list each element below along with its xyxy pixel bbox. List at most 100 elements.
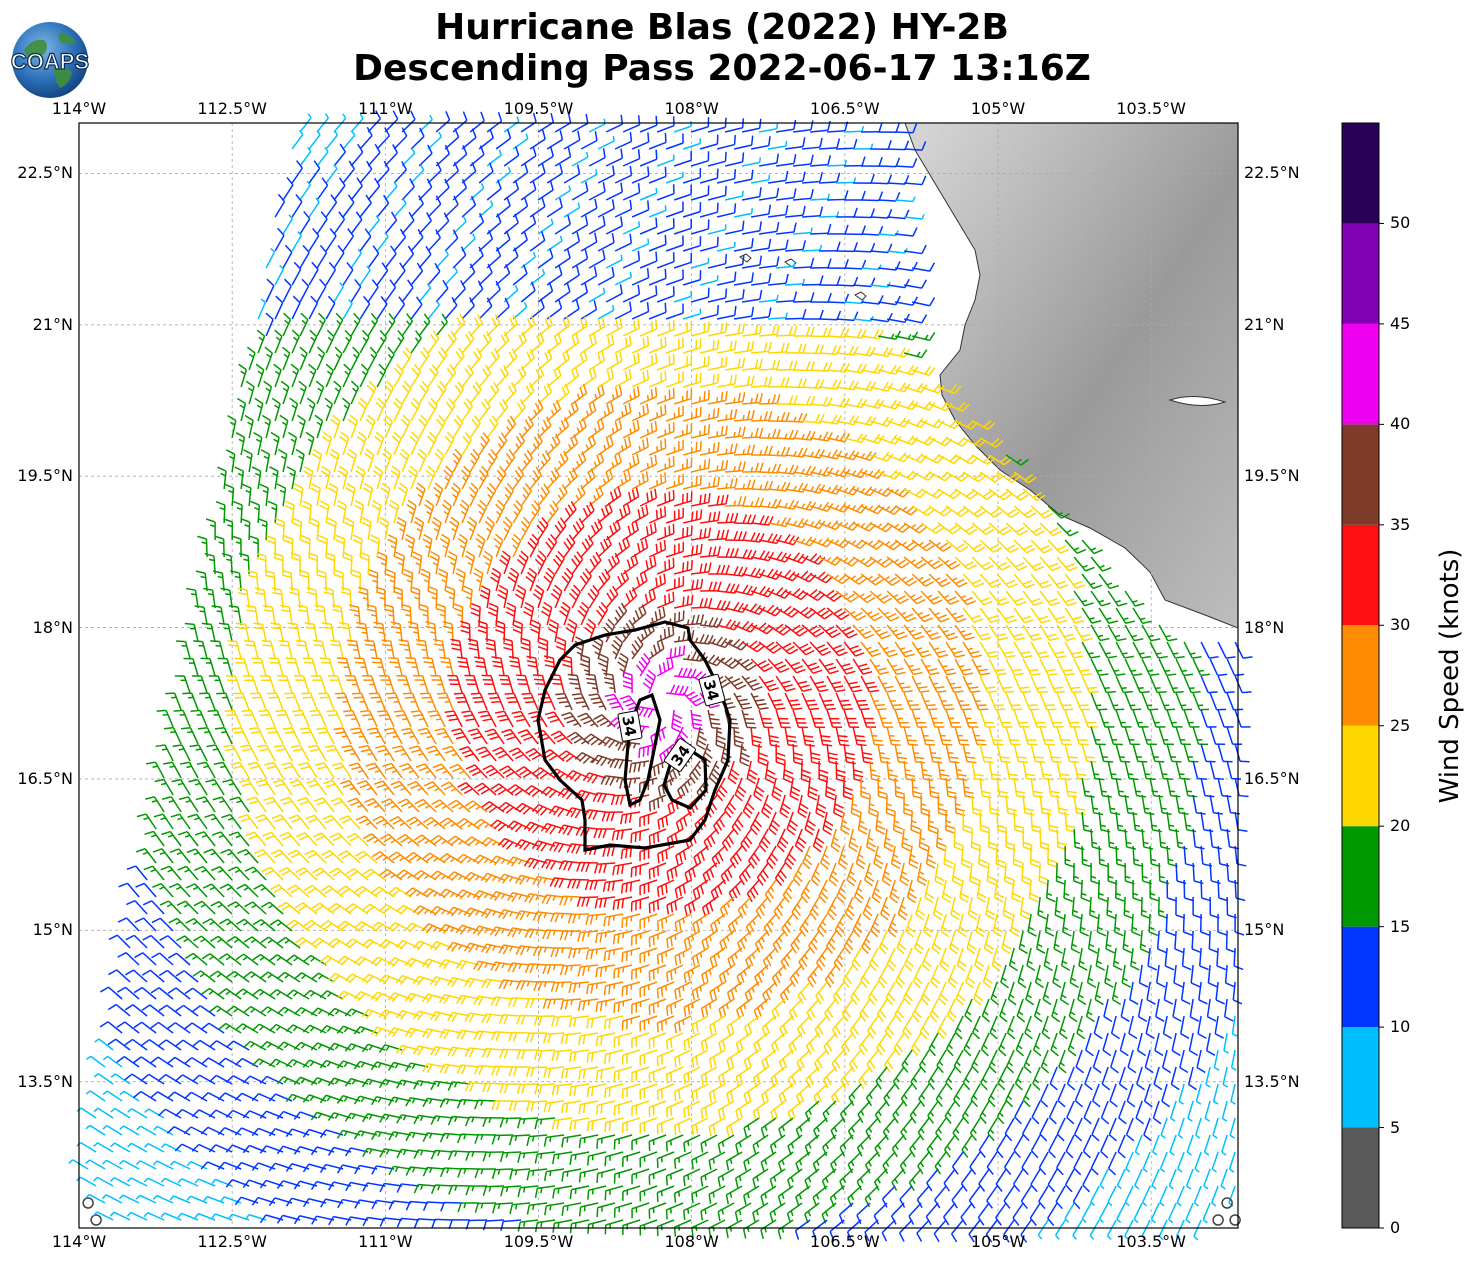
wind-barb [457, 1133, 480, 1144]
wind-barb [299, 244, 310, 269]
wind-barb [1058, 1049, 1067, 1074]
wind-barb [1073, 726, 1089, 746]
wind-barb [828, 862, 839, 887]
wind-barb [835, 692, 853, 711]
wind-barb [860, 539, 885, 550]
wind-barb [405, 1097, 429, 1107]
wind-barb [393, 127, 408, 150]
wind-barb [464, 977, 488, 988]
wind-barb [285, 657, 301, 677]
wind-barb [207, 709, 225, 728]
wind-barb [325, 194, 338, 218]
wind-barb [804, 811, 816, 836]
wind-barb [503, 348, 518, 371]
wind-barb [537, 146, 554, 167]
wind-barb [236, 883, 259, 898]
wind-barb [333, 113, 347, 133]
wind-barb [648, 998, 667, 1015]
wind-barb [107, 1003, 131, 1017]
wind-barb [779, 981, 794, 1004]
wind-barb [1039, 692, 1057, 711]
wind-barb [899, 1185, 913, 1208]
wind-barb [444, 330, 457, 354]
wind-barb [382, 762, 403, 779]
wind-barb [665, 405, 684, 422]
wind-barb [304, 622, 318, 643]
wind-barb [797, 794, 809, 819]
wind-barb [422, 1132, 446, 1142]
wind-barb [439, 1098, 463, 1108]
wind-barb [254, 397, 264, 422]
wind-barb [1090, 658, 1109, 676]
wind-barb [1211, 1185, 1219, 1207]
wind-barb [235, 622, 250, 643]
wind-barb [309, 517, 320, 541]
wind-barb [766, 845, 779, 870]
wind-barb [631, 335, 650, 354]
wind-barb [656, 388, 675, 405]
wind-barb [639, 353, 658, 371]
wind-barb [1158, 828, 1171, 850]
wind-barb [920, 658, 940, 676]
wind-barb [746, 760, 758, 785]
wind-barb [895, 964, 906, 989]
wind-barb [936, 828, 947, 852]
wind-barb [1096, 913, 1107, 937]
wind-barb [648, 506, 667, 524]
wind-barb [1140, 896, 1151, 919]
wind-barb [1115, 743, 1131, 763]
wind-barb [1032, 1066, 1041, 1091]
wind-barb [603, 1015, 624, 1030]
longitude-label-top: 111°W [358, 99, 413, 118]
wind-barb [824, 964, 837, 988]
wind-barb [558, 860, 582, 871]
wind-barb [802, 137, 823, 150]
wind-barb [1197, 1015, 1207, 1039]
wind-barb [379, 868, 403, 881]
wind-barb [603, 947, 624, 962]
wind-barb [903, 760, 916, 782]
wind-barb [461, 330, 475, 354]
wind-barb [1200, 811, 1214, 833]
wind-barb [339, 431, 350, 456]
wind-barb [404, 887, 429, 898]
wind-barb [920, 624, 942, 641]
wind-barb [842, 964, 854, 988]
wind-barb [817, 913, 828, 938]
wind-barb [1030, 505, 1054, 519]
wind-barb [308, 363, 317, 388]
wind-barb [969, 862, 980, 886]
wind-barb [631, 200, 650, 218]
wind-barb [177, 865, 199, 881]
wind-barb [184, 1022, 208, 1034]
wind-barb [1194, 1151, 1202, 1173]
wind-barb [185, 883, 208, 898]
wind-barb [1234, 913, 1245, 936]
wind-barb [1195, 1083, 1202, 1105]
wind-barb [427, 710, 446, 728]
wind-barb [495, 398, 509, 422]
island-shape [739, 253, 752, 263]
wind-barb [1076, 1015, 1086, 1040]
wind-barb [534, 1219, 556, 1233]
wind-barb [692, 879, 709, 900]
wind-barb [508, 1134, 531, 1146]
wind-barb [784, 692, 803, 711]
wind-barb [819, 211, 840, 218]
wind-barb [996, 505, 1020, 519]
wind-barb [739, 743, 750, 767]
contour-label-text: 34 [618, 714, 639, 738]
wind-barb [924, 879, 935, 904]
wind-barb [495, 465, 507, 490]
wind-barb [716, 305, 737, 320]
wind-barb [708, 1083, 726, 1103]
wind-barb [604, 1117, 624, 1133]
wind-barb [945, 811, 956, 834]
wind-barb [596, 1202, 616, 1218]
wind-barb [903, 279, 928, 289]
wind-barb [1062, 913, 1072, 937]
wind-barb [459, 499, 470, 524]
wind-barb [571, 384, 588, 405]
wind-barb [568, 1015, 590, 1028]
wind-barb [996, 743, 1011, 764]
